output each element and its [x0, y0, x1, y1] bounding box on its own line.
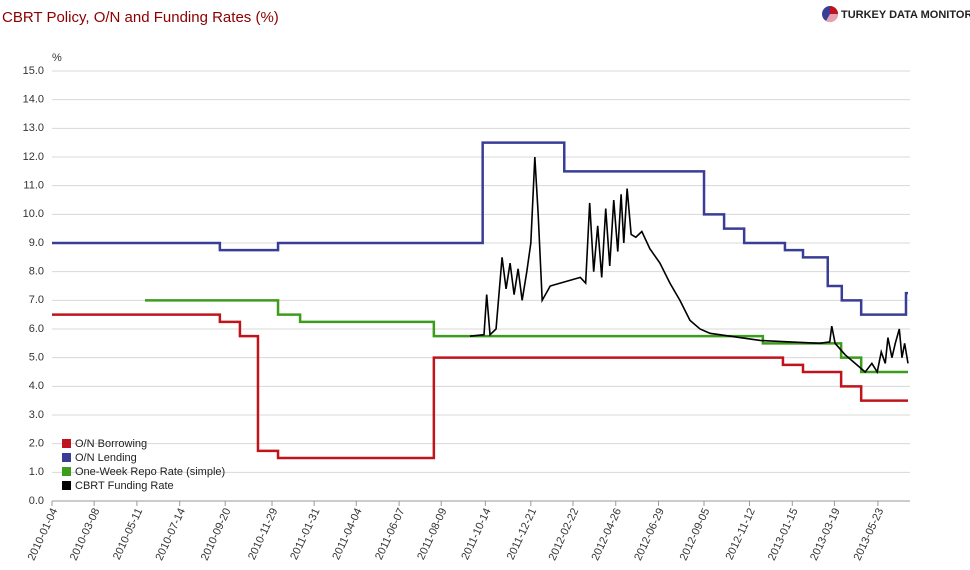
- x-tick-label: 2013-01-15: [766, 506, 801, 562]
- y-tick-label: 2.0: [29, 438, 44, 450]
- y-tick-label: 11.0: [23, 180, 44, 192]
- x-tick-label: 2012-06-29: [632, 506, 667, 562]
- y-tick-label: 15.0: [23, 65, 44, 77]
- y-tick-label: 5.0: [29, 352, 44, 364]
- legend-swatch: [62, 481, 71, 490]
- x-tick-label: 2011-08-09: [415, 506, 449, 561]
- x-tick-label: 2010-03-08: [68, 506, 103, 562]
- legend-swatch: [62, 467, 71, 476]
- x-tick-label: 2010-01-04: [26, 506, 61, 562]
- y-tick-label: 0.0: [29, 495, 44, 507]
- x-tick-label: 2010-05-11: [111, 506, 145, 561]
- x-tick-label: 2010-11-29: [246, 506, 280, 561]
- y-tick-label: 13.0: [23, 122, 44, 134]
- x-tick-label: 2011-06-07: [373, 506, 407, 561]
- legend-label: O/N Borrowing: [75, 438, 147, 450]
- series-line: [144, 299, 908, 374]
- y-tick-label: 4.0: [29, 380, 44, 392]
- x-tick-label: 2012-04-26: [589, 506, 624, 562]
- x-tick-label: 2011-04-04: [330, 506, 364, 561]
- x-tick-label: 2012-09-05: [678, 506, 713, 562]
- x-tick-label: 2011-12-21: [505, 506, 539, 561]
- y-tick-label: 12.0: [23, 151, 44, 163]
- y-tick-label: 9.0: [29, 237, 44, 249]
- legend: O/N Borrowing O/N Lending One-Week Repo Ra…: [62, 438, 225, 492]
- y-tick-label: 3.0: [29, 409, 44, 421]
- series-line: [52, 141, 908, 316]
- y-tick-label: 14.0: [23, 94, 44, 106]
- y-tick-label: 8.0: [29, 266, 44, 278]
- x-tick-label: 2013-05-23: [852, 506, 887, 562]
- brand-name: TURKEY DATA MONITOR: [841, 9, 970, 21]
- y-tick-label: 6.0: [29, 323, 44, 335]
- chart-title: CBRT Policy, O/N and Funding Rates (%): [2, 9, 279, 26]
- x-tick-label: 2010-07-14: [153, 506, 188, 562]
- x-tick-label: 2010-09-20: [199, 506, 234, 562]
- legend-swatch: [62, 439, 71, 448]
- series-line: [469, 156, 909, 375]
- brand-logo: TURKEY DATA MONITOR: [822, 6, 970, 23]
- x-tick-label: 2011-10-14: [459, 506, 493, 561]
- y-axis-label: %: [52, 52, 62, 64]
- y-tick-label: 10.0: [23, 208, 44, 220]
- series-line: [52, 313, 908, 460]
- logo-slice: [830, 6, 838, 14]
- logo-slice: [826, 14, 839, 23]
- y-tick-label: 7.0: [29, 294, 44, 306]
- legend-swatch: [62, 453, 71, 462]
- legend-label: One-Week Repo Rate (simple): [75, 466, 225, 478]
- x-tick-label: 2012-02-22: [547, 506, 582, 562]
- x-tick-label: 2013-03-19: [808, 506, 843, 562]
- x-tick-label: 2011-01-31: [288, 506, 322, 561]
- legend-label: O/N Lending: [75, 452, 137, 464]
- x-tick-label: 2012-11-12: [724, 506, 758, 561]
- y-tick-label: 1.0: [29, 466, 44, 478]
- legend-label: CBRT Funding Rate: [75, 480, 174, 492]
